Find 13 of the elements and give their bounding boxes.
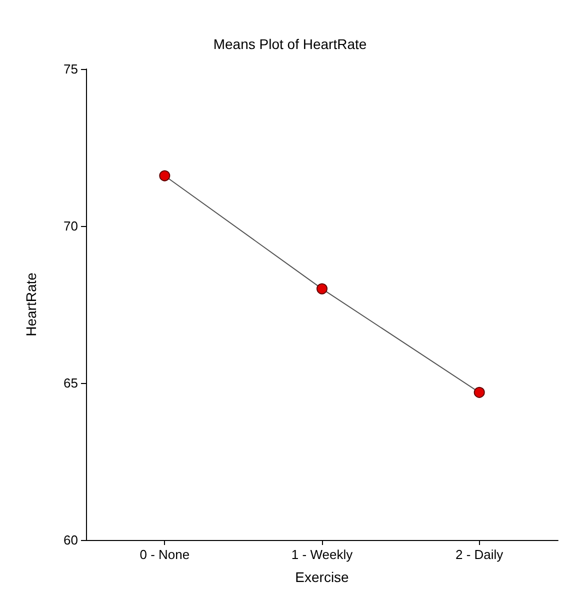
x-tick-label: 0 - None xyxy=(140,547,190,562)
y-tick-label: 60 xyxy=(64,532,78,548)
chart-title: Means Plot of HeartRate xyxy=(213,36,367,52)
point xyxy=(159,170,170,182)
point xyxy=(474,386,485,398)
y-tick-label: 70 xyxy=(64,218,78,234)
y-tick-label: 65 xyxy=(64,376,78,390)
x-tick-label: 2 - Daily xyxy=(455,547,504,562)
point xyxy=(316,283,328,294)
x-axis-title: Exercise xyxy=(295,569,350,585)
y-tick-label: 75 xyxy=(64,62,78,76)
y-axis-title: HeartRate xyxy=(23,272,39,336)
x-tick-label: 1 - Weekly xyxy=(291,547,354,562)
